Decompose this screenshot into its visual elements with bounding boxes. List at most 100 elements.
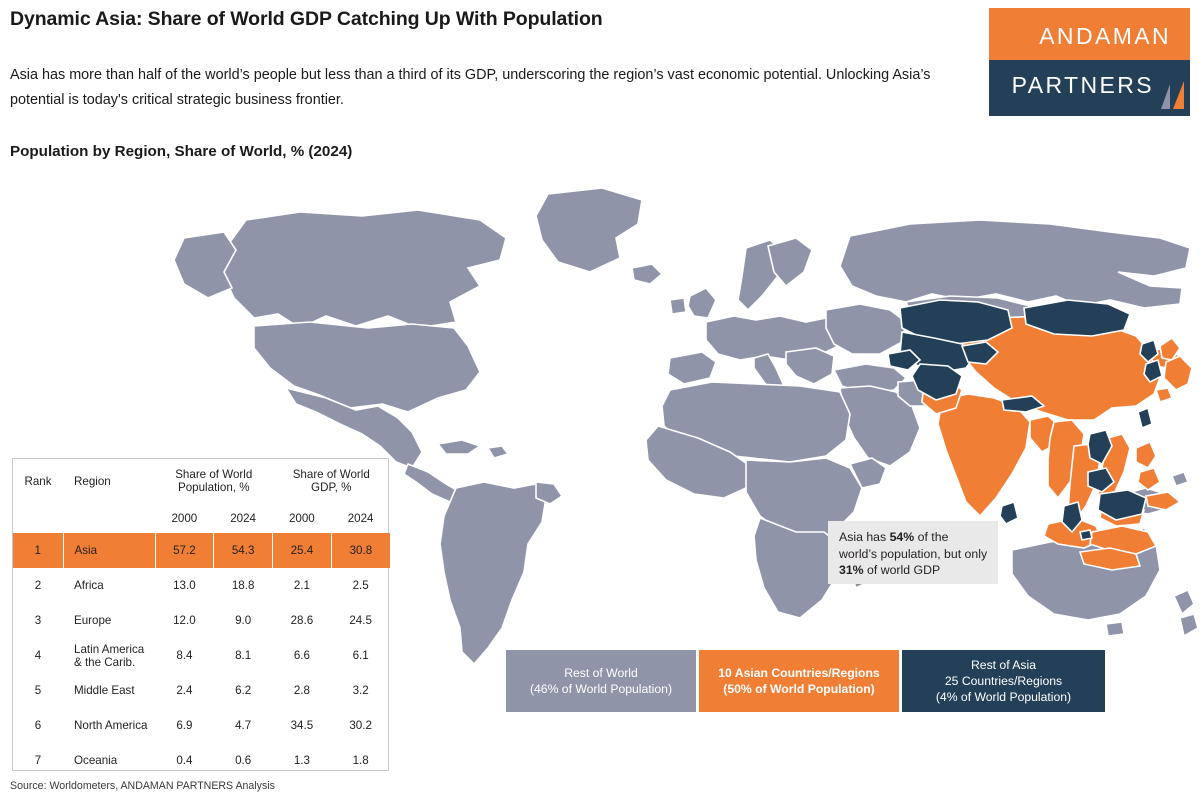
column-header-gdp-2024: 2024 xyxy=(347,511,374,525)
population-group-line2: Population, % xyxy=(177,481,250,494)
page-subtitle: Asia has more than half of the world’s p… xyxy=(10,67,931,108)
cell-pop-2000: 6.9 xyxy=(176,719,193,732)
cell-pop-2024: 54.3 xyxy=(213,533,273,568)
cell-gdp-2024: 3.2 xyxy=(352,684,369,697)
column-header-region: Region xyxy=(74,474,111,488)
cell-gdp-2024: 24.5 xyxy=(349,614,372,627)
table-row[interactable]: 6 North America 6.9 4.7 34.5 30.2 xyxy=(13,708,390,743)
logo-word-partners: PARTNERS xyxy=(1011,72,1154,98)
cell-pop-2024: 9.0 xyxy=(235,614,252,627)
cell-rank: 5 xyxy=(34,684,42,697)
column-header-pop-2024: 2024 xyxy=(230,511,257,525)
legend-label-line1: Rest of Asia xyxy=(970,658,1037,672)
cell-region: Europe xyxy=(74,614,112,627)
cell-rank: 7 xyxy=(34,754,42,767)
callout-asia-share: Asia has 54% of the world’s population, … xyxy=(828,521,998,584)
callout-strong-population: 54% xyxy=(889,530,915,544)
cell-rank: 6 xyxy=(34,719,42,732)
cell-gdp-2000: 1.3 xyxy=(293,754,310,767)
callout-text-post: of world GDP xyxy=(863,563,941,577)
map-rest-of-world-countries xyxy=(173,187,1199,666)
table-row[interactable]: 4 Latin America & the Carib. 8.4 8.1 6.6 … xyxy=(13,638,390,673)
cell-pop-2024: 4.7 xyxy=(235,719,252,732)
cell-region: Middle East xyxy=(74,684,135,697)
column-header-gdp-group: Share of World GDP, % xyxy=(273,459,391,503)
table-row[interactable]: 7 Oceania 0.4 0.6 1.3 1.8 xyxy=(13,743,390,778)
column-header-gdp-2000: 2000 xyxy=(288,511,315,525)
section-title: Population by Region, Share of World, % … xyxy=(10,143,353,160)
legend-label-line1: Rest of World xyxy=(564,666,638,680)
legend-item-rest-of-asia[interactable]: Rest of Asia 25 Countries/Regions (4% of… xyxy=(902,650,1105,712)
world-map xyxy=(150,176,1200,676)
column-header-rank: Rank xyxy=(24,474,52,488)
column-header-pop-2000: 2000 xyxy=(171,511,198,525)
population-group-line1: Share of World xyxy=(175,468,253,481)
column-header-spacer-region xyxy=(63,503,155,533)
legend-item-rest-of-world[interactable]: Rest of World (46% of World Population) xyxy=(506,650,696,712)
cell-pop-2024: 8.1 xyxy=(235,649,252,662)
region-share-table: Rank Region Share of World Population, %… xyxy=(12,458,390,771)
table-body: 1 Asia 57.2 54.3 25.4 30.8 2 Africa 13.0… xyxy=(13,533,390,778)
cell-region: Asia xyxy=(62,533,156,568)
cell-pop-2024: 18.8 xyxy=(231,579,255,592)
legend-label-line2: (50% of World Population) xyxy=(723,682,875,696)
table-row[interactable]: 5 Middle East 2.4 6.2 2.8 3.2 xyxy=(13,673,390,708)
cell-gdp-2000: 34.5 xyxy=(290,719,314,732)
logo-top-band: ANDAMAN xyxy=(989,8,1190,60)
gdp-group-line2: GDP, % xyxy=(311,481,352,494)
sail-gray-icon xyxy=(1161,84,1170,109)
cell-region: Latin America & the Carib. xyxy=(74,642,145,669)
gdp-group-line1: Share of World xyxy=(292,468,370,481)
legend-label-line2: (46% of World Population) xyxy=(529,682,673,696)
cell-pop-2000: 57.2 xyxy=(154,533,215,568)
map-legend: Rest of World (46% of World Population) … xyxy=(506,650,1105,712)
table-header-row-years: 2000 2024 2000 2024 xyxy=(13,503,390,533)
cell-gdp-2024: 1.8 xyxy=(352,754,369,767)
table-header-row-main: Rank Region Share of World Population, %… xyxy=(13,459,390,503)
cell-gdp-2024: 6.1 xyxy=(352,649,369,662)
cell-rank: 3 xyxy=(34,614,42,627)
cell-pop-2024: 6.2 xyxy=(235,684,252,697)
cell-pop-2000: 8.4 xyxy=(176,649,193,662)
cell-gdp-2000: 6.6 xyxy=(293,649,310,662)
logo-bottom-band: PARTNERS xyxy=(989,60,1190,116)
column-header-spacer-rank xyxy=(13,503,63,533)
cell-gdp-2024: 30.2 xyxy=(349,719,372,732)
cell-region: Oceania xyxy=(74,754,118,767)
cell-gdp-2000: 25.4 xyxy=(272,533,332,568)
legend-item-ten-asian-countries[interactable]: 10 Asian Countries/Regions (50% of World… xyxy=(699,650,899,712)
cell-rank: 1 xyxy=(13,533,64,568)
cell-gdp-2000: 2.8 xyxy=(293,684,310,697)
source-note: Source: Worldometers, ANDAMAN PARTNERS A… xyxy=(10,780,275,792)
cell-pop-2024: 0.6 xyxy=(235,754,252,767)
table-row[interactable]: 1 Asia 57.2 54.3 25.4 30.8 xyxy=(13,533,390,568)
cell-pop-2000: 12.0 xyxy=(173,614,196,627)
cell-region: North America xyxy=(74,719,148,732)
cell-gdp-2024: 30.8 xyxy=(330,533,390,568)
cell-pop-2000: 2.4 xyxy=(176,684,193,697)
cell-rank: 2 xyxy=(34,579,42,592)
table: Rank Region Share of World Population, %… xyxy=(13,459,390,778)
cell-region: Africa xyxy=(74,579,104,592)
cell-pop-2000: 0.4 xyxy=(176,754,193,767)
callout-text-pre: Asia has xyxy=(839,530,890,544)
table-row[interactable]: 2 Africa 13.0 18.8 2.1 2.5 xyxy=(13,568,390,603)
legend-label-line2: 25 Countries/Regions xyxy=(944,674,1063,688)
table-row[interactable]: 3 Europe 12.0 9.0 28.6 24.5 xyxy=(13,603,390,638)
cell-rank: 4 xyxy=(34,649,42,662)
callout-strong-gdp: 31% xyxy=(839,563,864,577)
sail-orange-icon xyxy=(1173,81,1184,109)
world-map-svg xyxy=(173,187,1199,666)
cell-gdp-2000: 2.1 xyxy=(293,579,310,592)
cell-pop-2000: 13.0 xyxy=(173,579,196,592)
andaman-partners-logo: ANDAMAN PARTNERS xyxy=(989,8,1190,116)
logo-word-andaman: ANDAMAN xyxy=(1039,23,1171,49)
legend-label-line1: 10 Asian Countries/Regions xyxy=(718,666,880,680)
column-header-population-group: Share of World Population, % xyxy=(155,459,273,503)
map-rest-of-asia xyxy=(887,299,1163,541)
cell-gdp-2024: 2.5 xyxy=(352,579,369,592)
legend-label-line3: (4% of World Population) xyxy=(935,690,1072,704)
table-head: Rank Region Share of World Population, %… xyxy=(13,459,390,533)
callout-text-mid: of the world’s population, but only xyxy=(839,530,988,561)
